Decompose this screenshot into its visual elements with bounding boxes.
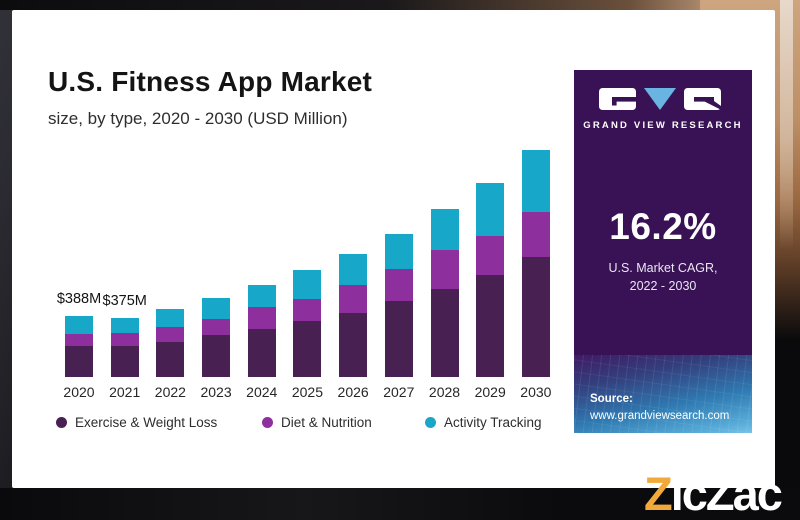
x-axis-label: 2023 <box>200 384 232 400</box>
bar-segment <box>339 253 368 285</box>
bar-segment <box>65 345 93 377</box>
source-text: Source: www.grandviewsearch.com <box>590 391 729 426</box>
bar-segment <box>339 313 368 377</box>
bar-segment <box>384 268 413 302</box>
bar-segment <box>156 326 185 342</box>
gvr-logo-icon <box>599 88 721 110</box>
bar-value-annotation: $388M <box>56 290 102 307</box>
x-axis-label: 2026 <box>337 384 369 400</box>
bar-segment <box>476 236 505 276</box>
gvr-panel: GRAND VIEW RESEARCH 16.2% U.S. Market CA… <box>574 70 752 433</box>
bar-chart: 2020 $388M 2021 $375M 2022 2023 2024 2025 2026 20… <box>57 137 570 400</box>
background-window-highlight <box>780 0 793 250</box>
bar-segment <box>476 182 505 237</box>
gvr-logo: GRAND VIEW RESEARCH <box>574 87 752 131</box>
x-axis-label: 2022 <box>154 384 186 400</box>
bar-group: 2023 <box>200 137 232 400</box>
ziczac-logo: ZicZac <box>644 467 783 520</box>
x-axis-label: 2027 <box>383 384 415 400</box>
legend-item: Diet & Nutrition <box>262 415 372 430</box>
bar-segment <box>202 318 231 336</box>
legend-label: Activity Tracking <box>444 415 542 430</box>
ziczac-logo-first-letter: Z <box>644 467 673 520</box>
ziczac-logo-rest: icZac <box>670 467 783 520</box>
legend-dot-icon <box>425 417 436 428</box>
legend-dot-icon <box>262 417 273 428</box>
bar-segment <box>476 275 505 377</box>
bar-segment <box>110 346 139 377</box>
bar-segment <box>521 256 550 377</box>
bar-segment <box>202 298 231 319</box>
cagr-value: 16.2% <box>609 206 717 247</box>
bar-segment <box>247 307 276 329</box>
bar-segment <box>339 284 368 313</box>
bar-segment <box>521 211 550 257</box>
bar-segment <box>430 209 459 251</box>
bar-group: 2024 <box>246 137 277 400</box>
bar-segment <box>293 321 322 377</box>
bar-segment <box>430 288 459 377</box>
bar-group: 2026 <box>338 137 369 400</box>
cagr-label-line2: 2022 - 2030 <box>629 279 697 294</box>
source-section: Source: www.grandviewsearch.com <box>574 355 752 433</box>
bar-group: 2029 <box>475 137 506 400</box>
bar-segment <box>293 298 322 322</box>
bar-group: 2025 <box>292 137 323 400</box>
bar-segment <box>384 301 413 377</box>
source-url: www.grandviewsearch.com <box>590 410 730 423</box>
x-axis-label: 2028 <box>428 384 461 400</box>
cagr-label-line1: U.S. Market CAGR, <box>608 261 718 275</box>
bar-group: 2027 <box>383 137 414 400</box>
bar-segment <box>430 250 459 289</box>
x-axis-label: 2030 <box>520 384 552 400</box>
bar-segment <box>247 328 276 377</box>
bar-segment <box>156 341 185 377</box>
chart-legend: Exercise & Weight Loss Diet & Nutrition Ac… <box>12 415 567 437</box>
bar-segment <box>156 309 185 327</box>
bar-group: 2028 <box>429 137 460 400</box>
gvr-logo-text: GRAND VIEW RESEARCH <box>583 120 743 131</box>
bar-group: 2022 <box>155 137 186 400</box>
background-top-strip <box>0 0 700 10</box>
bar-segment <box>247 285 276 308</box>
bar-group: 2020 $388M <box>57 137 101 400</box>
legend-label: Exercise & Weight Loss <box>75 415 218 430</box>
bar-segment <box>110 332 139 346</box>
bar-value-annotation: $375M <box>102 292 147 309</box>
bar-group: 2030 <box>520 137 551 400</box>
cagr-label: U.S. Market CAGR, 2022 - 2030 <box>574 259 752 295</box>
chart-subtitle: size, by type, 2020 - 2030 (USD Million) <box>48 109 348 128</box>
legend-item: Activity Tracking <box>425 415 542 430</box>
bar-segment <box>202 335 231 377</box>
cagr-stat: 16.2% U.S. Market CAGR, 2022 - 2030 <box>574 206 752 295</box>
legend-dot-icon <box>56 417 67 428</box>
x-axis-label: 2029 <box>474 384 506 400</box>
bar-group: 2021 $375M <box>103 137 147 400</box>
x-axis-label: 2020 <box>63 384 95 400</box>
bar-segment <box>521 150 550 212</box>
chart-title: U.S. Fitness App Market <box>48 66 373 97</box>
source-label: Source: <box>590 393 633 405</box>
x-axis-label: 2025 <box>291 384 324 400</box>
x-axis-label: 2021 <box>109 384 141 400</box>
bar-segment <box>65 315 93 335</box>
infographic-card: U.S. Fitness App Market size, by type, 2… <box>12 10 775 488</box>
x-axis-label: 2024 <box>246 384 278 400</box>
legend-item: Exercise & Weight Loss <box>56 415 217 430</box>
bar-segment <box>293 270 322 299</box>
bar-segment <box>384 233 413 269</box>
background-bottom-strip <box>0 488 800 520</box>
legend-label: Diet & Nutrition <box>281 415 372 430</box>
bar-segment <box>65 334 93 346</box>
bar-segment <box>110 317 139 333</box>
